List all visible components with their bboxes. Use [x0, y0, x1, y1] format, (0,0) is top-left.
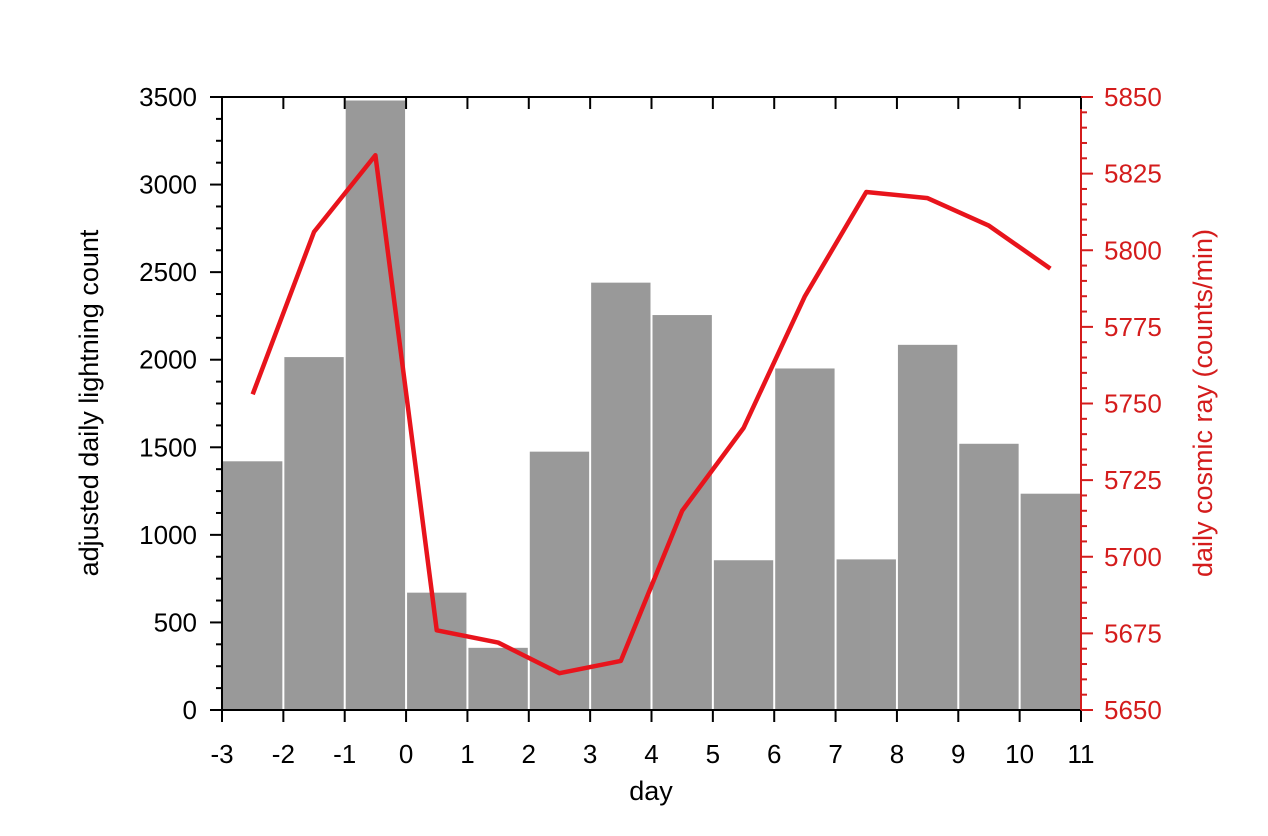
y2-tick-label: 5825 [1104, 159, 1162, 189]
x-axis-title: day [629, 776, 673, 806]
bar [775, 368, 835, 710]
x-tick-label: 0 [399, 739, 413, 769]
y2-tick-label: 5775 [1104, 312, 1162, 342]
bar [223, 461, 283, 710]
y2-tick-label: 5700 [1104, 542, 1162, 572]
bar [713, 560, 774, 710]
x-tick-label: 3 [583, 739, 597, 769]
bars-layer [223, 100, 1080, 710]
y-tick-label: 3000 [139, 170, 197, 200]
bar [959, 443, 1019, 710]
y-tick-label: 3500 [139, 82, 197, 112]
x-tick-label: 1 [460, 739, 474, 769]
bar [284, 357, 344, 710]
y-tick-label: 1000 [139, 520, 197, 550]
x-tick-label: 9 [951, 739, 965, 769]
y2-tick-label: 5750 [1104, 389, 1162, 419]
y-axis-title: adjusted daily lightning count [74, 229, 104, 576]
line-layer [250, 152, 1052, 676]
y2-tick-label: 5850 [1104, 82, 1162, 112]
y2-axis-title: daily cosmic ray (counts/min) [1188, 229, 1218, 577]
x-tick-label: -1 [333, 739, 356, 769]
x-tick-label: 11 [1068, 739, 1095, 769]
x-tick-label: 2 [522, 739, 536, 769]
y2-tick-label: 5650 [1104, 695, 1162, 725]
y-tick-label: 2500 [139, 257, 197, 287]
x-tick-label: 5 [706, 739, 720, 769]
bar [468, 647, 528, 710]
x-tick-label: 8 [890, 739, 904, 769]
x-tick-label: 10 [1005, 739, 1034, 769]
bar [591, 282, 651, 710]
x-tick-label: -3 [210, 739, 233, 769]
y-tick-label: 500 [154, 607, 197, 637]
x-tick-label: 6 [767, 739, 781, 769]
bar [836, 559, 896, 710]
bar [407, 592, 467, 710]
y-tick-label: 1500 [139, 432, 197, 462]
bar [897, 344, 958, 710]
bar [529, 451, 590, 710]
x-tick-label: 4 [644, 739, 658, 769]
x-tick-label: 7 [828, 739, 842, 769]
y2-tick-label: 5675 [1104, 618, 1162, 648]
y2-tick-label: 5800 [1104, 235, 1162, 265]
y2-tick-label: 5725 [1104, 465, 1162, 495]
cosmic-ray-line [250, 152, 1052, 676]
x-tick-label: -2 [272, 739, 295, 769]
y-tick-label: 0 [183, 695, 197, 725]
bar [1020, 493, 1080, 710]
y-tick-label: 2000 [139, 345, 197, 375]
axes-layer: -3 -2 -1 0 1 2 3 4 5 6 7 8 9 10 11 0 500 1000 1500 2000 2500… [139, 82, 1162, 769]
bar [345, 100, 406, 710]
